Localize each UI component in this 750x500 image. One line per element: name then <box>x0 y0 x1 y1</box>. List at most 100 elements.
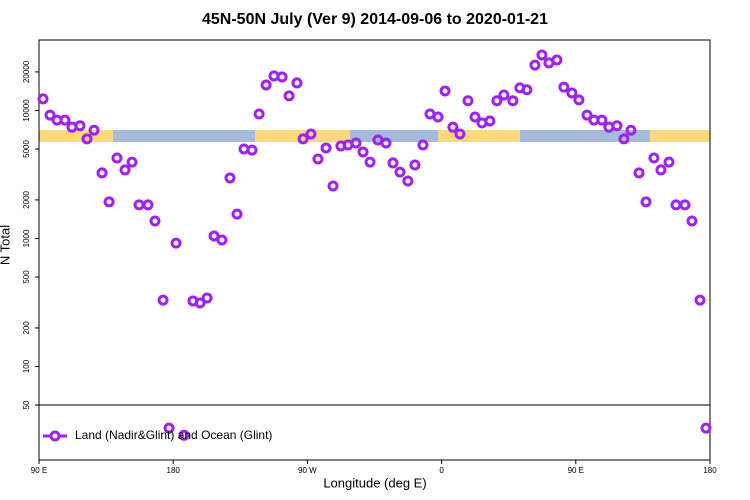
point <box>37 93 49 105</box>
point <box>551 54 563 66</box>
point <box>498 89 510 101</box>
point <box>178 429 190 441</box>
y-tick-label: 10000 <box>22 99 31 122</box>
point <box>157 294 169 306</box>
point <box>350 137 362 149</box>
point <box>327 180 339 192</box>
point <box>201 292 213 304</box>
land-band <box>39 130 113 142</box>
point <box>700 422 712 434</box>
x-tick-label: 0 <box>439 466 444 475</box>
point <box>447 121 459 133</box>
y-tick-label: 100 <box>22 359 31 373</box>
point <box>521 84 533 96</box>
point <box>439 85 451 97</box>
point <box>633 167 645 179</box>
point <box>558 81 570 93</box>
point <box>96 167 108 179</box>
point <box>529 59 541 71</box>
point <box>276 71 288 83</box>
point <box>357 146 369 158</box>
point <box>566 87 578 99</box>
surface-band <box>39 130 710 142</box>
point <box>126 156 138 168</box>
point <box>208 230 220 242</box>
ocean-band <box>113 130 255 142</box>
y-tick-label: 5000 <box>22 140 31 158</box>
point <box>260 79 272 91</box>
point <box>224 172 236 184</box>
plot-frame <box>38 39 711 461</box>
point <box>74 120 86 132</box>
point <box>291 77 303 89</box>
point <box>432 111 444 123</box>
point <box>283 90 295 102</box>
point <box>387 157 399 169</box>
point <box>194 297 206 309</box>
point <box>59 114 71 126</box>
point <box>142 199 154 211</box>
point <box>573 94 585 106</box>
x-tick-label: 180 <box>703 466 717 475</box>
point <box>246 144 258 156</box>
x-tick-label: 90 E <box>568 466 584 475</box>
y-tick-label: 200 <box>22 321 31 335</box>
point <box>618 133 630 145</box>
point <box>663 156 675 168</box>
point <box>670 199 682 211</box>
legend-marker <box>49 430 61 442</box>
point <box>454 128 466 140</box>
point <box>312 153 324 165</box>
point <box>394 166 406 178</box>
point <box>462 95 474 107</box>
y-tick-label: 50 <box>22 400 31 409</box>
chart-title: 45N-50N July (Ver 9) 2014-09-06 to 2020-… <box>202 11 548 28</box>
point <box>536 49 548 61</box>
point <box>216 234 228 246</box>
point <box>231 208 243 220</box>
point <box>170 237 182 249</box>
point <box>491 95 503 107</box>
point <box>611 120 623 132</box>
point <box>133 199 145 211</box>
legend-label: Land (Nadir&Glint) and Ocean (Glint) <box>75 428 272 442</box>
y-tick-label: 500 <box>22 270 31 284</box>
point <box>163 422 175 434</box>
point <box>655 164 667 176</box>
land-band <box>650 130 710 142</box>
point <box>111 152 123 164</box>
point <box>694 294 706 306</box>
point <box>88 124 100 136</box>
point <box>149 215 161 227</box>
point <box>507 95 519 107</box>
y-axis-label: N Total <box>0 225 12 265</box>
y-tick-label: 2000 <box>22 190 31 208</box>
point <box>625 124 637 136</box>
x-axis-label: Longitude (deg E) <box>323 475 426 490</box>
point <box>417 139 429 151</box>
point <box>364 156 376 168</box>
point <box>81 133 93 145</box>
point <box>119 164 131 176</box>
ocean-band <box>520 130 650 142</box>
point <box>679 199 691 211</box>
point <box>469 111 481 123</box>
point <box>596 114 608 126</box>
point <box>253 108 265 120</box>
y-tick-label: 20000 <box>22 60 31 83</box>
point <box>686 215 698 227</box>
point <box>402 175 414 187</box>
point <box>484 115 496 127</box>
x-tick-label: 90 W <box>298 466 317 475</box>
point <box>640 196 652 208</box>
point <box>380 137 392 149</box>
point <box>320 142 332 154</box>
point <box>103 196 115 208</box>
ocean-band <box>350 130 438 142</box>
point <box>305 128 317 140</box>
point <box>409 159 421 171</box>
point <box>648 152 660 164</box>
x-tick-label: 90 E <box>31 466 47 475</box>
point <box>297 133 309 145</box>
